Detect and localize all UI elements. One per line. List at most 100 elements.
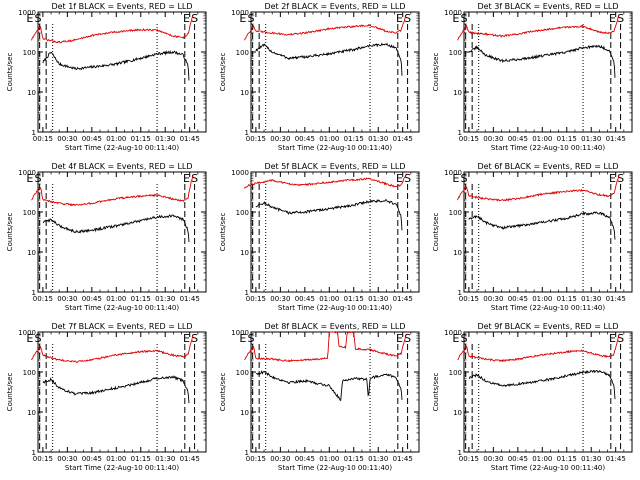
series-lld-line bbox=[31, 333, 194, 364]
x-tick-label: 00:45 bbox=[508, 455, 528, 463]
x-tick-label: 01:45 bbox=[393, 455, 413, 463]
series-events-line bbox=[468, 44, 616, 78]
y-tick-label: 1 bbox=[32, 449, 36, 457]
detector-panel-1: Det 1f BLACK = Events, RED = LLD 1 10 100 10… bbox=[6, 2, 207, 152]
event-marker-e: E bbox=[396, 332, 403, 345]
x-tick-label: 01:45 bbox=[393, 135, 413, 143]
x-tick-label: 01:15 bbox=[131, 135, 151, 143]
series-lld-line bbox=[457, 333, 620, 363]
x-tick-label: 00:45 bbox=[82, 455, 102, 463]
x-axis-label: Start Time (22-Aug-10 00:11:40) bbox=[491, 144, 605, 152]
plot-frame bbox=[463, 11, 633, 133]
event-marker-s: S bbox=[461, 12, 468, 25]
y-axis-label: Counts/sec bbox=[6, 53, 14, 92]
y-tick-label: 10 bbox=[27, 249, 36, 257]
y-axis-label: Counts/sec bbox=[219, 213, 227, 252]
event-marker-e: E bbox=[609, 12, 616, 25]
panel-title: Det 4f BLACK = Events, RED = LLD bbox=[51, 162, 192, 171]
x-tick-label: 01:00 bbox=[319, 295, 339, 303]
x-tick-label: 01:00 bbox=[319, 135, 339, 143]
y-tick-label: 100 bbox=[236, 369, 249, 377]
series-events-line bbox=[255, 42, 403, 76]
x-axis-label: Start Time (22-Aug-10 00:11:40) bbox=[278, 464, 392, 472]
x-tick-label: 01:45 bbox=[180, 455, 200, 463]
y-axis-label: Counts/sec bbox=[6, 213, 14, 252]
x-tick-label: 01:00 bbox=[532, 295, 552, 303]
y-tick-label: 1000 bbox=[231, 9, 249, 17]
event-marker-s: S bbox=[461, 332, 468, 345]
series-events-line bbox=[255, 198, 403, 231]
series-lld-line bbox=[31, 174, 194, 207]
x-tick-label: 01:45 bbox=[180, 135, 200, 143]
y-axis-label: Counts/sec bbox=[219, 53, 227, 92]
y-tick-label: 1 bbox=[32, 289, 36, 297]
event-marker-e: E bbox=[26, 12, 33, 25]
x-tick-label: 01:15 bbox=[344, 135, 364, 143]
panel-title: Det 8f BLACK = Events, RED = LLD bbox=[264, 322, 405, 331]
y-tick-label: 1 bbox=[458, 289, 462, 297]
x-tick-label: 00:45 bbox=[82, 135, 102, 143]
x-tick-label: 00:30 bbox=[270, 135, 290, 143]
event-marker-e: E bbox=[452, 172, 459, 185]
event-marker-e: E bbox=[452, 12, 459, 25]
y-tick-label: 1000 bbox=[231, 169, 249, 177]
event-marker-s: S bbox=[248, 332, 255, 345]
x-tick-label: 00:45 bbox=[82, 295, 102, 303]
event-marker-s: S bbox=[404, 332, 411, 345]
series-events-line bbox=[42, 214, 190, 243]
x-tick-label: 01:30 bbox=[155, 135, 175, 143]
x-tick-label: 00:45 bbox=[295, 135, 315, 143]
detector-panel-4: Det 4f BLACK = Events, RED = LLD 1 10 100 10… bbox=[6, 162, 207, 312]
series-lld-line bbox=[457, 14, 620, 41]
x-tick-label: 01:15 bbox=[557, 455, 577, 463]
y-axis-label: Counts/sec bbox=[219, 373, 227, 412]
y-tick-label: 10 bbox=[27, 89, 36, 97]
panel-title: Det 5f BLACK = Events, RED = LLD bbox=[264, 162, 405, 171]
plot-frame bbox=[250, 331, 420, 453]
detector-panel-5: Det 5f BLACK = Events, RED = LLD 1 10 100 10… bbox=[219, 162, 420, 312]
series-events-line bbox=[255, 370, 403, 402]
y-tick-label: 1000 bbox=[231, 329, 249, 337]
event-marker-e: E bbox=[239, 12, 246, 25]
x-tick-label: 00:30 bbox=[270, 455, 290, 463]
y-tick-label: 1 bbox=[245, 289, 249, 297]
y-tick-label: 1 bbox=[458, 129, 462, 137]
x-tick-label: 00:15 bbox=[33, 455, 53, 463]
event-marker-e: E bbox=[239, 332, 246, 345]
x-tick-label: 01:15 bbox=[131, 455, 151, 463]
x-tick-label: 00:30 bbox=[57, 455, 77, 463]
y-axis-label: Counts/sec bbox=[432, 53, 440, 92]
x-tick-label: 01:00 bbox=[106, 455, 126, 463]
y-tick-label: 10 bbox=[240, 409, 249, 417]
plot-frame bbox=[463, 171, 633, 293]
y-tick-label: 1000 bbox=[18, 329, 36, 337]
y-tick-label: 1 bbox=[458, 449, 462, 457]
detector-panel-3: Det 3f BLACK = Events, RED = LLD 1 10 100 10… bbox=[432, 2, 633, 152]
event-marker-s: S bbox=[191, 172, 198, 185]
x-tick-label: 01:45 bbox=[606, 455, 626, 463]
y-tick-label: 10 bbox=[453, 249, 462, 257]
x-tick-label: 00:45 bbox=[295, 295, 315, 303]
y-tick-label: 10 bbox=[240, 89, 249, 97]
x-tick-label: 01:00 bbox=[532, 135, 552, 143]
y-tick-label: 10 bbox=[453, 89, 462, 97]
x-tick-label: 01:30 bbox=[581, 295, 601, 303]
x-axis-label: Start Time (22-Aug-10 00:11:40) bbox=[491, 304, 605, 312]
x-axis-label: Start Time (22-Aug-10 00:11:40) bbox=[65, 304, 179, 312]
plot-frame bbox=[37, 171, 207, 293]
x-axis-label: Start Time (22-Aug-10 00:11:40) bbox=[491, 464, 605, 472]
x-tick-label: 00:30 bbox=[483, 295, 503, 303]
event-marker-e: E bbox=[452, 332, 459, 345]
x-tick-label: 01:15 bbox=[557, 295, 577, 303]
y-axis-label: Counts/sec bbox=[432, 373, 440, 412]
x-tick-label: 00:15 bbox=[246, 135, 266, 143]
x-tick-label: 01:45 bbox=[393, 295, 413, 303]
x-tick-label: 01:15 bbox=[131, 295, 151, 303]
plot-frame bbox=[37, 331, 207, 453]
series-lld-line bbox=[244, 173, 407, 189]
series-lld-line bbox=[457, 173, 620, 202]
y-axis-label: Counts/sec bbox=[6, 373, 14, 412]
y-tick-label: 1000 bbox=[444, 329, 462, 337]
event-marker-e: E bbox=[183, 12, 190, 25]
